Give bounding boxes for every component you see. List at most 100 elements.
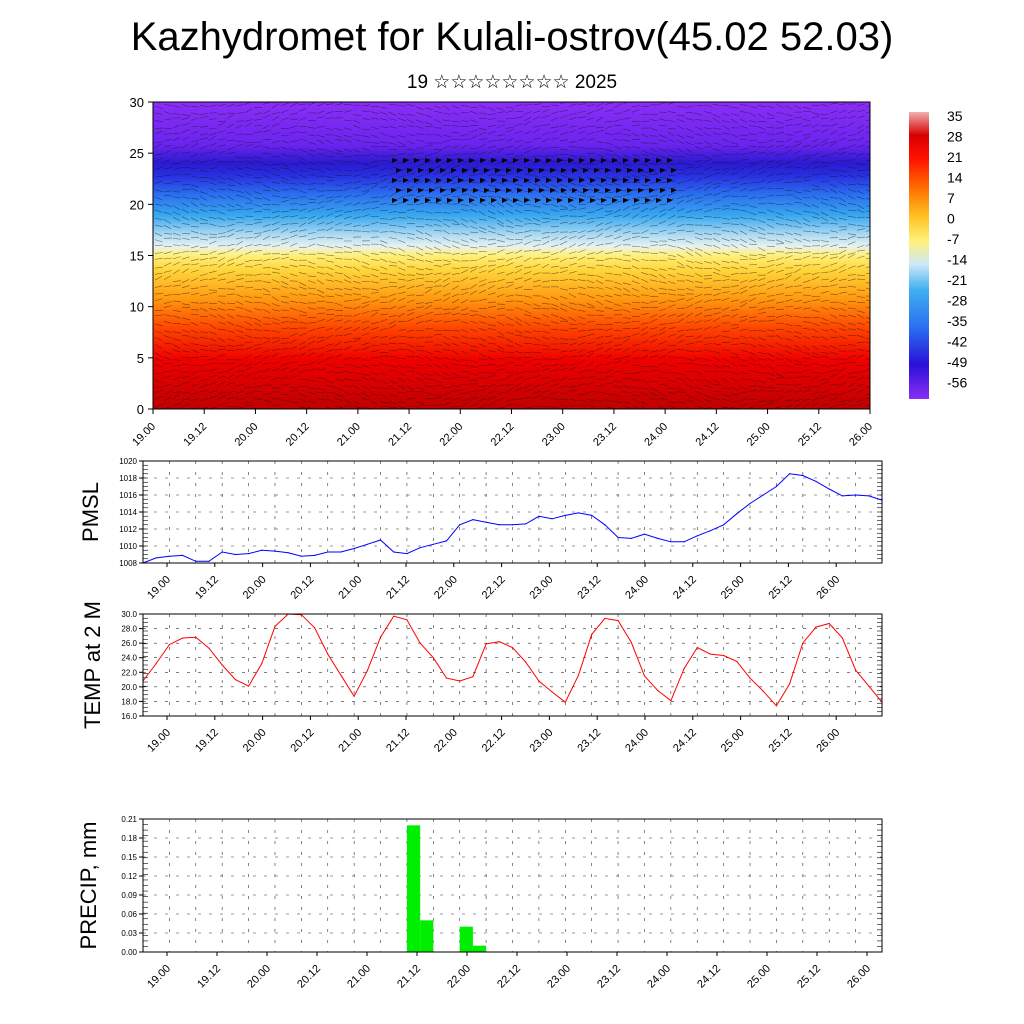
precip-panel-frame: [142, 818, 883, 953]
pmsl-panel-y-tick-label: 1008: [119, 559, 137, 568]
pmsl-panel-y-tick-label: 1010: [119, 542, 137, 551]
temp-panel-x-tick-label: 20.12: [289, 727, 317, 755]
temp-panel-x-tick-label: 20.00: [241, 727, 269, 755]
temp-panel-y-tick-label: 28.0: [121, 625, 137, 634]
pmsl-panel-point: [868, 495, 870, 497]
colorbar-label: -56: [947, 375, 967, 391]
pmsl-panel-point: [657, 537, 659, 539]
temp-panel-point: [868, 685, 870, 687]
pmsl-panel-x-tick-label: 26.00: [814, 574, 842, 602]
pmsl-panel-point: [393, 551, 395, 553]
pmsl-panel-x-tick-label: 20.12: [289, 574, 317, 602]
temp-panel-point: [340, 674, 342, 676]
temp-panel-point: [234, 678, 236, 681]
heatmap-x-tick-label: 21.00: [335, 421, 363, 449]
temp-panel-x-tick-label: 24.00: [623, 727, 651, 755]
pmsl-panel-point: [313, 554, 316, 556]
temp-panel-point: [472, 676, 474, 678]
pmsl-panel-point: [300, 555, 302, 557]
colorbar-label: -7: [947, 231, 960, 247]
heatmap-x-tick-label: 20.12: [284, 421, 312, 449]
pmsl-panel-point: [643, 533, 646, 535]
pmsl-panel-point: [366, 543, 368, 545]
pmsl-panel-ylabel: PMSL: [78, 482, 103, 542]
wind-flag-marks: [392, 158, 677, 203]
temp-panel-point: [709, 653, 712, 655]
precip-panel-x-tick-label: 24.12: [695, 963, 723, 991]
precip-panel-y-tick-label: 0.15: [121, 853, 137, 862]
temp-panel-point: [208, 647, 210, 649]
temp-panel-point: [643, 675, 646, 677]
temp-panel-point: [221, 664, 223, 666]
wind-flags: [392, 158, 677, 203]
temp-panel-point: [485, 643, 487, 645]
precip-panel-bar: [459, 926, 473, 952]
precip-panel-ylabel: PRECIP, mm: [76, 822, 101, 950]
temp-panel-point: [841, 637, 844, 639]
temp-panel-point: [379, 636, 382, 638]
temp-panel-point: [657, 689, 659, 692]
pmsl-panel-point: [247, 553, 250, 555]
temp-panel-y-tick-label: 24.0: [121, 654, 137, 663]
pmsl-panel-point: [709, 530, 712, 532]
temp-panel-point: [261, 662, 263, 665]
colorbar-label: 0: [947, 211, 955, 227]
precip-panel-x-tick-label: 25.12: [795, 963, 823, 991]
temp-panel-point: [670, 700, 672, 702]
heatmap-x-tick-label: 20.00: [233, 421, 261, 449]
temp-panel-x-tick-label: 25.00: [719, 727, 747, 755]
temp-panel-frame: [142, 613, 883, 717]
pmsl-panel-point: [379, 539, 382, 541]
temp-panel-point: [181, 637, 184, 639]
pmsl-panel-point: [855, 494, 857, 496]
temp-panel-point: [168, 644, 170, 646]
precip-panel-x-tick-label: 22.00: [445, 963, 473, 991]
heatmap-x-tick-label: 26.00: [847, 421, 875, 449]
precip-panel-x-tick-label: 19.00: [145, 963, 173, 991]
temp-panel-point: [604, 617, 606, 619]
heatmap-x-tick-label: 22.00: [437, 421, 465, 449]
pmsl-panel-point: [274, 550, 276, 552]
precip-panel-x-tick-label: 20.00: [245, 963, 273, 991]
heatmap-y-tick-label: 20: [130, 197, 144, 212]
temp-panel-point: [617, 619, 619, 622]
temp-panel-point: [327, 653, 329, 655]
temp-panel-x-tick-label: 21.00: [336, 727, 364, 755]
temp-panel-point: [775, 705, 778, 707]
temp-panel-y-tick-label: 16.0: [121, 712, 137, 721]
pmsl-panel-point: [327, 551, 329, 553]
heatmap-x-tick-label: 19.00: [130, 421, 158, 449]
temp-panel-y-tick-label: 20.0: [121, 683, 137, 692]
pmsl-panel-point: [287, 552, 289, 554]
precip-panel-x-tick-label: 24.00: [645, 963, 673, 991]
precip-panel-x-tick-label: 25.00: [745, 963, 773, 991]
precip-panel-x-tick-label: 19.12: [195, 963, 223, 991]
temp-panel-point: [498, 641, 500, 643]
temp-panel-point: [366, 670, 368, 672]
pmsl-panel-point: [472, 519, 474, 521]
precip-panel: 0.00 0.03 0.06 0.09 0.12 0.15 0.18 0.21 19.00 19.…: [76, 815, 883, 991]
heatmap-x-tick-label: 21.12: [386, 421, 414, 449]
temp-panel-x-tick-label: 22.00: [432, 727, 460, 755]
temp-panel-point: [432, 657, 434, 659]
colorbar-label: 21: [947, 149, 963, 165]
pmsl-panel-point: [749, 502, 751, 505]
temp-panel-point: [353, 695, 355, 697]
pmsl-panel-x-tick-label: 25.00: [719, 574, 747, 602]
temp-panel-point: [564, 701, 566, 703]
temp-panel-x-tick-label: 21.12: [384, 727, 412, 755]
heatmap-x-tick-label: 22.12: [489, 421, 517, 449]
heatmap-x-tick-label: 25.00: [745, 421, 773, 449]
precip-panel-y-tick-label: 0.21: [121, 815, 137, 824]
pmsl-panel-point: [591, 514, 593, 517]
precip-panel-bar: [472, 945, 487, 952]
temp-panel-point: [762, 690, 764, 692]
pmsl-panel-point: [406, 553, 408, 555]
chart-title: Kazhydromet for Kulali-ostrov(45.02 52.0…: [130, 15, 894, 59]
pmsl-panel-point: [683, 541, 685, 543]
heatmap-y-tick-label: 10: [130, 300, 144, 315]
pmsl-panel-point: [155, 557, 157, 559]
pmsl-panel-point: [775, 485, 778, 488]
pmsl-panel-point: [168, 555, 170, 557]
